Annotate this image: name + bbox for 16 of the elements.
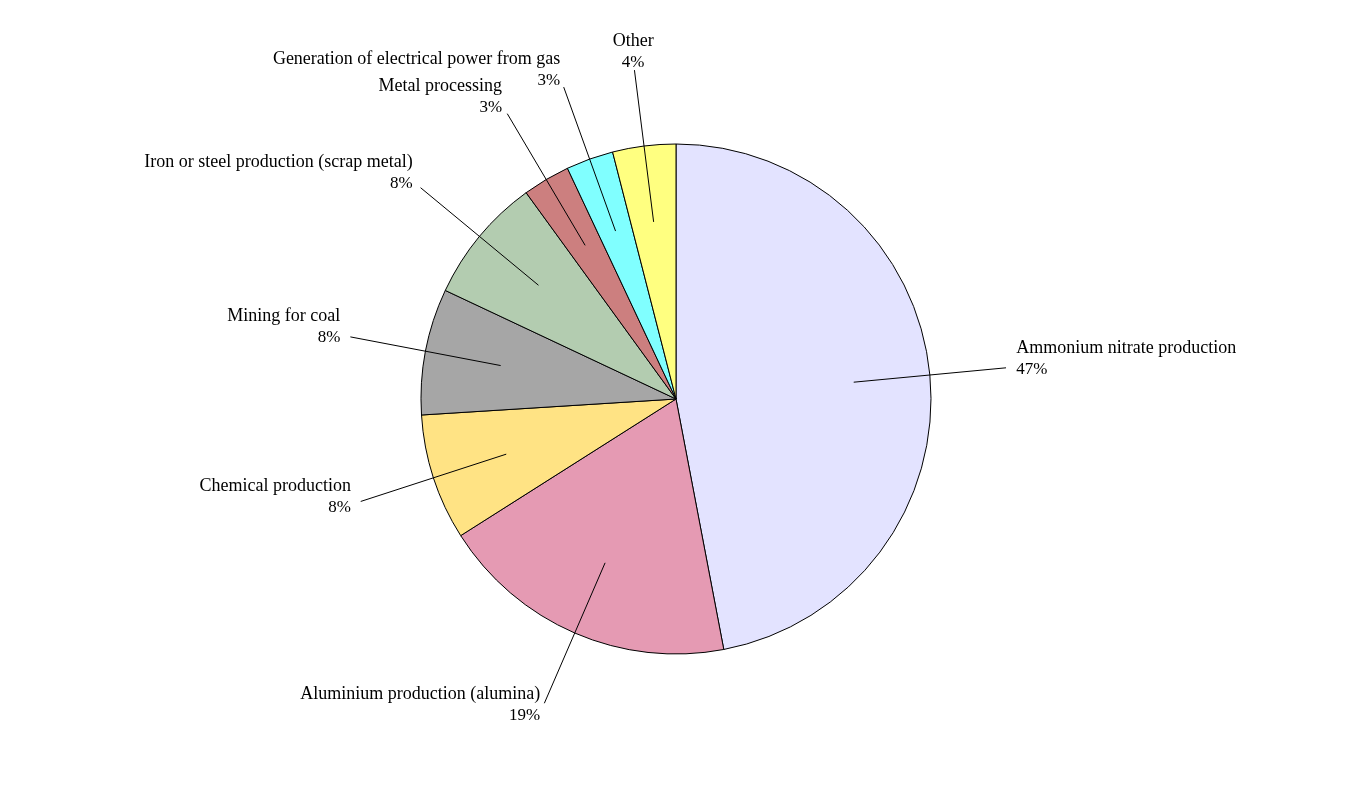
slice-label: Chemical production xyxy=(199,474,352,495)
data-label: 3% xyxy=(537,69,561,89)
slice-label: Other xyxy=(612,29,654,50)
data-label: 8% xyxy=(317,326,341,346)
slice-label: Iron or steel production (scrap metal) xyxy=(144,151,413,173)
data-label: 3% xyxy=(479,96,503,116)
data-label: 8% xyxy=(390,173,413,193)
slice-label: Generation of electrical power from gas xyxy=(272,47,561,68)
data-label: 47% xyxy=(1016,358,1048,378)
slice-label: Metal processing xyxy=(378,74,503,95)
slice-label: Aluminium production (alumina) xyxy=(300,682,541,704)
data-label: 4% xyxy=(621,51,645,71)
slice-label: Mining for coal xyxy=(227,304,341,325)
data-label: 19% xyxy=(509,704,541,724)
slice-label: Ammonium nitrate production xyxy=(1016,336,1237,357)
data-label: 8% xyxy=(328,496,352,516)
